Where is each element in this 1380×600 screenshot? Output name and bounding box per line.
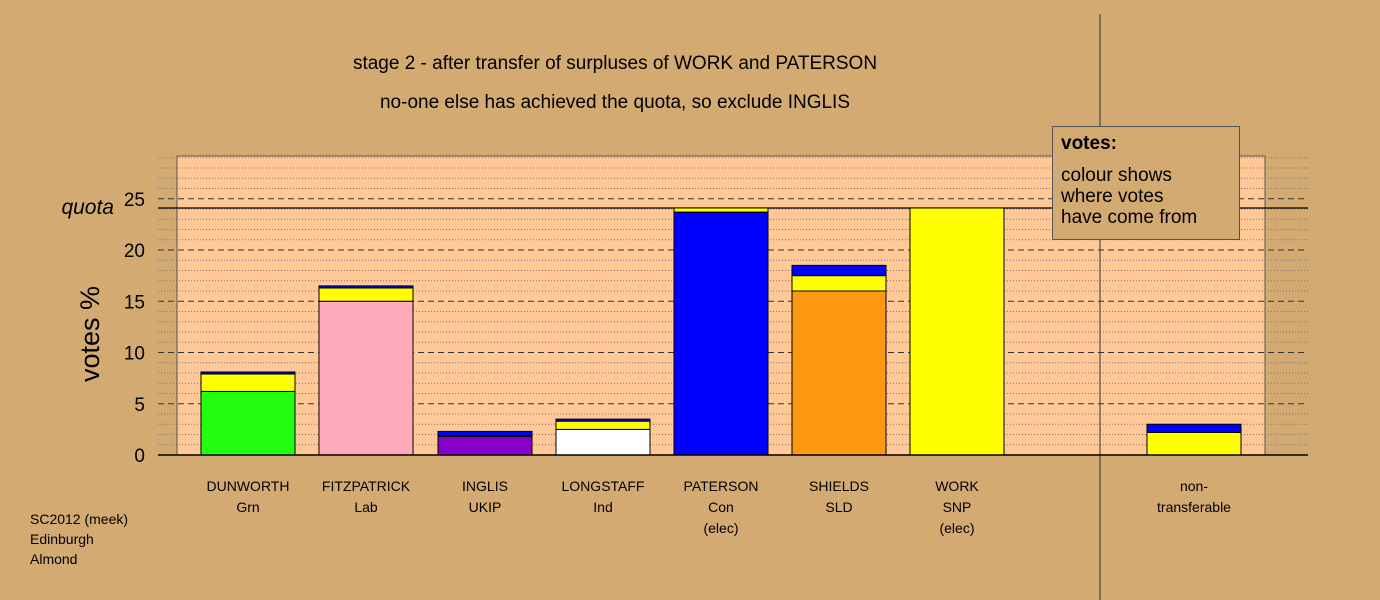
chart-subtitle: no-one else has achieved the quota, so e… <box>379 92 851 113</box>
legend-line: colour shows <box>1061 165 1172 186</box>
x-tick-label: PATERSON <box>684 478 759 494</box>
x-tick-label: Con <box>708 499 734 515</box>
footer-region: Edinburgh <box>30 531 94 547</box>
footer-constituency: Almond <box>30 551 78 567</box>
bar-segment-snp <box>200 373 296 392</box>
y-axis-label: votes % <box>75 286 105 382</box>
x-tick-label: transferable <box>1157 499 1231 515</box>
quota-label: quota <box>61 196 114 219</box>
y-tick-label: 10 <box>124 344 145 365</box>
legend-box: votes: colour shows where votes have com… <box>1052 126 1240 240</box>
y-tick-label: 0 <box>134 446 145 467</box>
bar-segment-snp <box>909 207 1005 456</box>
legend-line: where votes <box>1061 186 1164 207</box>
x-tick-label: WORK <box>935 478 979 494</box>
footer-info: SC2012 (meek) Edinburgh Almond <box>30 509 128 569</box>
bar-segment-con <box>791 264 887 277</box>
x-tick-label: SHIELDS <box>809 478 869 494</box>
bar-segment-snp <box>555 420 651 430</box>
x-tick-label: DUNWORTH <box>207 478 290 494</box>
bar-segment-snp <box>1146 431 1242 456</box>
x-tick-label: UKIP <box>469 499 502 515</box>
bar-segment-con <box>318 285 414 289</box>
bar-segment-ind <box>555 428 651 456</box>
x-tick-label: Grn <box>236 499 259 515</box>
legend-title: votes: <box>1061 133 1117 154</box>
y-tick-label: 20 <box>124 241 145 262</box>
legend-line: have come from <box>1061 207 1198 228</box>
x-tick-label: FITZPATRICK <box>322 478 411 494</box>
y-tick-label: 5 <box>134 395 145 416</box>
bar-segment-con <box>200 371 296 375</box>
bar-segment-grn <box>200 390 296 456</box>
x-tick-label: SLD <box>825 499 852 515</box>
x-tick-label: SNP <box>943 499 972 515</box>
chart-title: stage 2 - after transfer of surpluses of… <box>352 53 878 74</box>
bar-segment-con <box>673 211 769 456</box>
footer-election: SC2012 (meek) <box>30 511 129 527</box>
x-tick-label: (elec) <box>703 520 738 536</box>
x-tick-label: LONGSTAFF <box>562 478 645 494</box>
x-tick-label: Ind <box>593 499 612 515</box>
bar-segment-snp <box>318 287 414 302</box>
x-tick-label: non- <box>1180 478 1208 494</box>
y-tick-label: 15 <box>124 292 145 313</box>
bar-segment-con <box>1146 423 1242 433</box>
y-tick-label: 25 <box>124 190 145 211</box>
bar-segment-lab <box>318 300 414 456</box>
bar-segment-snp <box>791 275 887 292</box>
bar-segment-ukip <box>437 436 533 456</box>
x-tick-label: (elec) <box>939 520 974 536</box>
bar-segment-snp <box>673 207 769 213</box>
x-tick-label: INGLIS <box>462 478 508 494</box>
bar-segment-con <box>555 418 651 422</box>
bar-segment-sld <box>791 290 887 456</box>
bar-segment-con <box>437 430 533 437</box>
x-tick-label: Lab <box>354 499 378 515</box>
